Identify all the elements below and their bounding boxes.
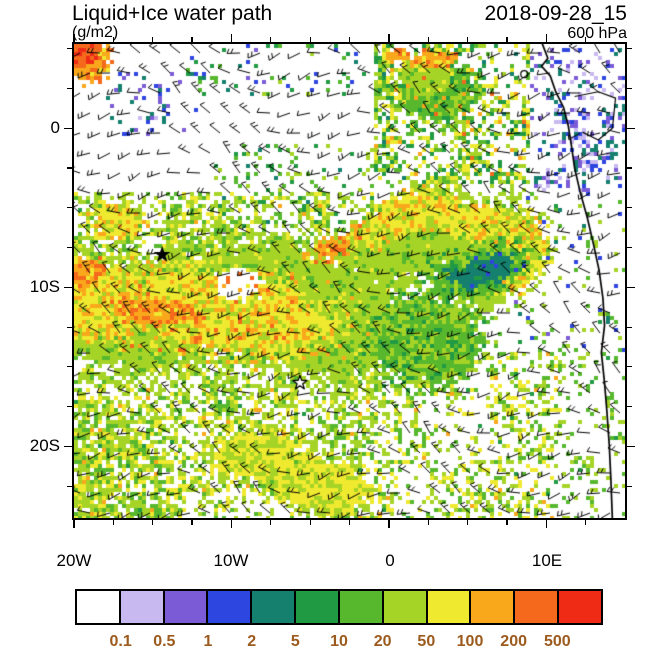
- axis-tick: [67, 485, 72, 487]
- axis-tick: [67, 366, 72, 368]
- axis-tick: [506, 37, 508, 42]
- colorbar-cell: [427, 591, 472, 623]
- colorbar-cell: [77, 591, 121, 623]
- axis-tick: [627, 207, 632, 209]
- axis-tick: [112, 37, 114, 42]
- colorbar-tick-label: 500: [543, 633, 571, 650]
- colorbar-cell: [383, 591, 428, 623]
- datetime-label: 2018-09-28_15: [484, 2, 627, 25]
- axis-tick: [73, 34, 75, 42]
- colorbar-cell: [208, 591, 253, 623]
- colorbar-cell: [471, 591, 516, 623]
- axis-tick: [67, 326, 72, 328]
- colorbar-tick-label: 0.1: [109, 633, 132, 650]
- colorbar-tick-label: 0.5: [153, 633, 176, 650]
- axis-tick: [585, 520, 587, 525]
- axis-tick: [309, 37, 311, 42]
- axis-tick: [627, 127, 635, 130]
- axis-tick: [64, 445, 72, 448]
- axis-tick: [627, 406, 632, 408]
- axis-tick: [270, 520, 272, 525]
- axis-tick: [506, 520, 508, 525]
- axis-tick: [466, 520, 469, 525]
- axis-tick: [427, 37, 429, 42]
- x-axis-label-20w: 20W: [56, 551, 92, 570]
- axis-tick: [230, 520, 233, 528]
- axis-tick: [64, 127, 72, 130]
- axis-tick: [545, 520, 548, 528]
- map-canvas: [74, 44, 625, 518]
- axis-tick: [230, 34, 233, 42]
- colorbar-tick-label: 1: [203, 633, 213, 650]
- axis-tick: [64, 286, 72, 289]
- y-axis-label-0: 0: [50, 118, 60, 137]
- colorbar-cell: [164, 591, 209, 623]
- map-frame: [72, 42, 627, 520]
- axis-tick: [627, 366, 632, 368]
- axis-tick: [627, 445, 635, 448]
- colorbar-tick-label: 20: [373, 633, 392, 650]
- axis-tick: [388, 34, 390, 42]
- colorbar-cell: [559, 591, 601, 623]
- axis-tick: [466, 37, 469, 42]
- axis-tick: [627, 167, 632, 169]
- axis-tick: [152, 37, 154, 42]
- y-axis-label-10s: 10S: [29, 277, 60, 296]
- axis-tick: [112, 520, 114, 525]
- axis-tick: [545, 34, 548, 42]
- colorbar-tick-label: 200: [500, 633, 528, 650]
- axis-tick: [627, 326, 632, 328]
- plot-title: Liquid+Ice water path: [72, 2, 273, 25]
- axis-tick: [67, 48, 72, 50]
- axis-tick: [67, 87, 72, 90]
- axis-tick: [67, 246, 72, 249]
- axis-tick: [627, 246, 632, 249]
- axis-tick: [627, 48, 632, 50]
- colorbar-cell: [120, 591, 165, 623]
- axis-tick: [627, 286, 635, 289]
- x-axis-label-0: 0: [385, 551, 395, 570]
- axis-tick: [270, 37, 272, 42]
- x-axis-label-10e: 10E: [531, 551, 563, 570]
- colorbar-tick-label: 2: [247, 633, 257, 650]
- pressure-level-label: 600 hPa: [567, 25, 627, 42]
- colorbar-cell: [339, 591, 384, 623]
- colorbar-cell: [296, 591, 340, 623]
- axis-tick: [585, 37, 587, 42]
- axis-tick: [309, 520, 311, 525]
- x-axis-label-10w: 10W: [213, 551, 249, 570]
- axis-tick: [348, 520, 351, 525]
- colorbar-tick-label: 10: [330, 633, 348, 650]
- colorbar: [75, 589, 603, 625]
- colorbar-tick-label: 100: [456, 633, 484, 650]
- colorbar-tick-label: 5: [290, 633, 300, 650]
- axis-tick: [73, 520, 75, 528]
- axis-tick: [67, 207, 72, 209]
- axis-tick: [67, 406, 72, 408]
- units-label: (g/m2): [72, 24, 119, 41]
- colorbar-tick-label: 50: [417, 633, 436, 650]
- axis-tick: [627, 87, 632, 90]
- colorbar-cell: [515, 591, 560, 623]
- axis-tick: [152, 520, 154, 525]
- axis-tick: [191, 37, 193, 42]
- axis-tick: [67, 167, 72, 169]
- axis-tick: [388, 520, 390, 528]
- colorbar-cell: [252, 591, 297, 623]
- y-axis-label-20s: 20S: [29, 436, 60, 455]
- axis-tick: [627, 485, 632, 487]
- axis-tick: [191, 520, 193, 525]
- axis-tick: [427, 520, 429, 525]
- axis-tick: [348, 37, 351, 42]
